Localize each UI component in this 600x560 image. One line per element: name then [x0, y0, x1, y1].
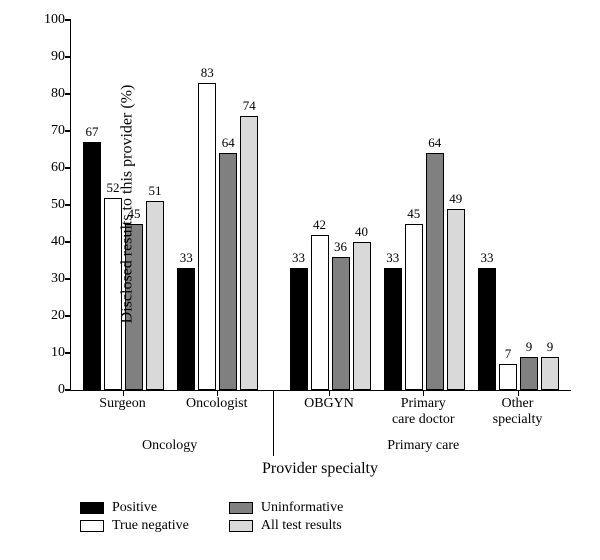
bar [499, 364, 517, 390]
y-tick-label: 10 [51, 345, 71, 361]
bar-value-label: 51 [149, 183, 162, 199]
legend: Positive True negative Uninformative All te… [80, 500, 383, 536]
bar-value-label: 64 [428, 135, 441, 151]
group-label: OBGYN [304, 396, 354, 412]
section-label: Primary care [387, 438, 459, 454]
legend-item: Uninformative [229, 500, 343, 516]
legend-item: Positive [80, 500, 189, 516]
bar-value-label: 9 [526, 339, 533, 355]
bar [290, 268, 308, 390]
bar-value-label: 64 [222, 135, 235, 151]
legend-label: Uninformative [261, 500, 343, 516]
legend-label: True negative [112, 518, 189, 534]
y-tick-label: 70 [51, 123, 71, 139]
bar-value-label: 33 [180, 250, 193, 266]
bar-value-label: 36 [334, 239, 347, 255]
group-label: Otherspecialty [493, 396, 543, 428]
bar [240, 116, 258, 390]
chart-container: 0102030405060708090100675245513383647433… [0, 0, 600, 560]
bar-value-label: 67 [86, 124, 99, 140]
bar-value-label: 33 [386, 250, 399, 266]
legend-item: True negative [80, 518, 189, 534]
bar [478, 268, 496, 390]
bar [332, 257, 350, 390]
bar [541, 357, 559, 390]
bar [405, 224, 423, 391]
y-tick-label: 90 [51, 49, 71, 65]
y-tick-label: 0 [58, 382, 71, 398]
bar [146, 201, 164, 390]
bar-value-label: 9 [547, 339, 554, 355]
section-label: Oncology [142, 438, 197, 454]
bar [311, 235, 329, 390]
legend-swatch [229, 502, 253, 514]
bar [177, 268, 195, 390]
bar-value-label: 83 [201, 65, 214, 81]
bar [198, 83, 216, 390]
legend-swatch [80, 502, 104, 514]
legend-swatch [229, 520, 253, 532]
legend-swatch [80, 520, 104, 532]
bar-value-label: 33 [292, 250, 305, 266]
y-tick-label: 50 [51, 197, 71, 213]
bar-value-label: 74 [243, 98, 256, 114]
legend-item: All test results [229, 518, 343, 534]
bar-value-label: 42 [313, 217, 326, 233]
y-axis-label: Disclosed results to this provider (%) [118, 85, 136, 324]
group-label: Oncologist [186, 396, 247, 412]
bar-value-label: 33 [481, 250, 494, 266]
bar [219, 153, 237, 390]
bar [520, 357, 538, 390]
y-tick-label: 100 [44, 12, 71, 28]
bar-value-label: 49 [449, 191, 462, 207]
group-label: Primarycare doctor [392, 396, 455, 428]
section-divider [273, 390, 274, 456]
bar-value-label: 40 [355, 224, 368, 240]
bar-value-label: 7 [505, 346, 512, 362]
y-tick-label: 60 [51, 160, 71, 176]
bar [426, 153, 444, 390]
plot-area: 0102030405060708090100675245513383647433… [70, 20, 571, 391]
y-tick-label: 30 [51, 271, 71, 287]
legend-label: Positive [112, 500, 157, 516]
y-tick-label: 40 [51, 234, 71, 250]
y-tick-label: 80 [51, 86, 71, 102]
bar [353, 242, 371, 390]
x-axis-label: Provider specialty [70, 460, 570, 478]
group-label: Surgeon [99, 396, 145, 412]
bar [83, 142, 101, 390]
y-tick-label: 20 [51, 308, 71, 324]
bar [384, 268, 402, 390]
legend-label: All test results [261, 518, 342, 534]
bar-value-label: 45 [407, 206, 420, 222]
bar [447, 209, 465, 390]
